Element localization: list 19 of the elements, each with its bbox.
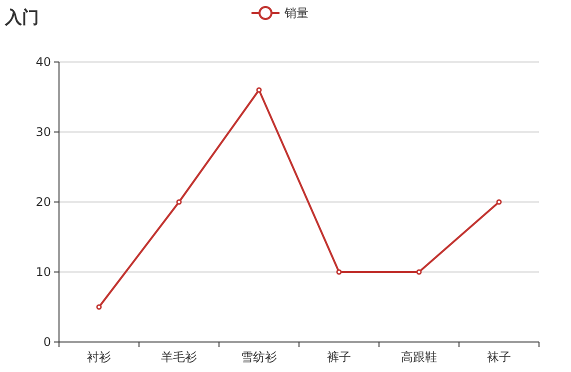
y-tick-label: 20: [36, 195, 51, 209]
x-tick-label: 高跟鞋: [401, 350, 437, 364]
y-tick-label: 40: [36, 55, 51, 69]
y-tick-label: 30: [36, 125, 51, 139]
legend-label: 销量: [284, 6, 308, 20]
point: [96, 304, 102, 310]
y-tick-label: 0: [43, 335, 51, 349]
point: [256, 87, 262, 93]
point: [336, 269, 342, 275]
point: [496, 199, 502, 205]
chart-title: 入门: [4, 8, 39, 28]
point: [176, 199, 182, 205]
x-tick-label: 雪纺衫: [241, 350, 277, 364]
y-tick-label: 10: [36, 265, 51, 279]
point: [416, 269, 422, 275]
x-tick-label: 裤子: [327, 350, 351, 364]
x-tick-label: 袜子: [487, 350, 511, 364]
x-tick-label: 羊毛衫: [161, 350, 197, 364]
x-tick-label: 衬衫: [87, 350, 111, 364]
